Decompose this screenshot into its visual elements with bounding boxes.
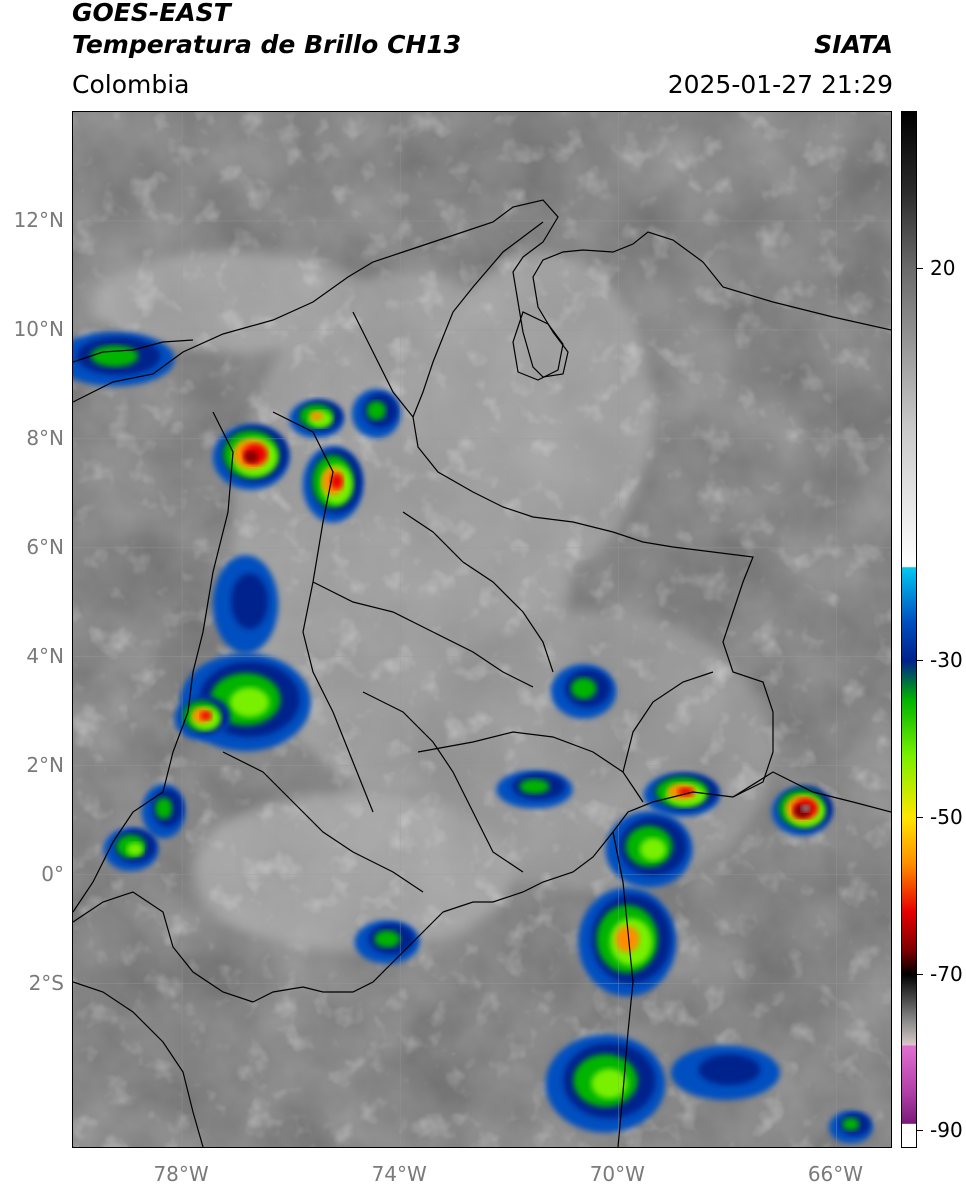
colorbar-tick-2 [917, 816, 923, 818]
lat-label-6: 0° [41, 861, 64, 886]
colorbar-label-2: -50 [930, 804, 963, 829]
colorbar-fill [902, 112, 916, 1147]
cloud-wisps [73, 112, 891, 1147]
panama [73, 339, 194, 363]
colorbar-tick-1 [917, 659, 923, 661]
lat-label-3: 6°N [26, 534, 64, 559]
colorbar-label-0: 20 [930, 255, 956, 280]
colorbar-label-1: -30 [930, 647, 963, 672]
lon-label-1: 74°W [371, 1162, 427, 1186]
map-canvas [73, 112, 891, 1147]
peru-colombia-border [252, 911, 444, 1003]
dept-8 [622, 671, 714, 773]
caribbean-coast [73, 199, 891, 403]
storm-cell-17 [545, 1034, 666, 1133]
dept-1 [272, 411, 374, 813]
lat-label-1: 10°N [13, 316, 64, 341]
satellite-title: GOES-EAST [72, 0, 231, 27]
peru-coast [73, 981, 204, 1147]
storm-cell-19 [829, 1110, 873, 1144]
colorbar-gradient [902, 112, 916, 1147]
brazil-venezuela [732, 771, 891, 813]
lat-label-0: 12°N [13, 207, 64, 232]
colorbar-label-3: -70 [930, 961, 963, 986]
lat-label-7: 2°S [28, 970, 64, 995]
storm-cell-7 [174, 696, 230, 741]
storm-cell-16 [354, 920, 421, 964]
storm-cells-layer [73, 331, 873, 1144]
storm-cell-2 [289, 399, 344, 439]
storm-cell-5 [212, 555, 279, 654]
dept-3 [312, 581, 534, 688]
ecuador-border [73, 891, 254, 1003]
storm-cell-18 [670, 1045, 780, 1100]
product-title: Temperatura de Brillo CH13 [72, 30, 462, 59]
storm-cell-9 [103, 827, 159, 872]
lat-label-5: 2°N [26, 752, 64, 777]
region-label: Colombia [72, 70, 190, 99]
timestamp-label: 2025-01-27 21:29 [667, 70, 893, 99]
colorbar-tick-3 [917, 973, 923, 975]
lake-maracaibo [512, 311, 564, 381]
brazil-colombia-border [442, 791, 734, 913]
dept-4 [402, 511, 554, 673]
lon-label-0: 78°W [153, 1162, 209, 1186]
colorbar-label-4: -90 [930, 1118, 963, 1143]
colorbar [901, 111, 917, 1148]
storm-cell-3 [351, 389, 401, 439]
storm-cell-8 [141, 784, 186, 839]
storm-cell-14 [578, 887, 677, 997]
storm-cell-11 [496, 770, 573, 809]
pacific-coast [73, 411, 234, 913]
storm-cell-15 [771, 786, 833, 836]
storm-cell-1 [302, 446, 363, 523]
lat-label-4: 4°N [26, 643, 64, 668]
lat-label-2: 8°N [26, 425, 64, 450]
lon-label-2: 70°W [589, 1162, 645, 1186]
coastlines-and-borders [73, 199, 891, 1147]
storm-cell-13 [605, 811, 693, 888]
storm-cell-10 [550, 664, 617, 719]
satellite-map[interactable] [72, 111, 892, 1148]
organization-label: SIATA [814, 30, 893, 59]
dept-5 [362, 691, 524, 873]
venezuela-colombia-border [412, 221, 774, 798]
storm-cell-0 [212, 424, 290, 490]
peru-brazil [612, 831, 634, 1147]
dept-6 [222, 751, 424, 893]
dept-2 [352, 311, 414, 418]
lon-label-3: 66°W [807, 1162, 864, 1186]
colorbar-tick-0 [917, 267, 923, 269]
colorbar-tick-4 [917, 1130, 923, 1132]
